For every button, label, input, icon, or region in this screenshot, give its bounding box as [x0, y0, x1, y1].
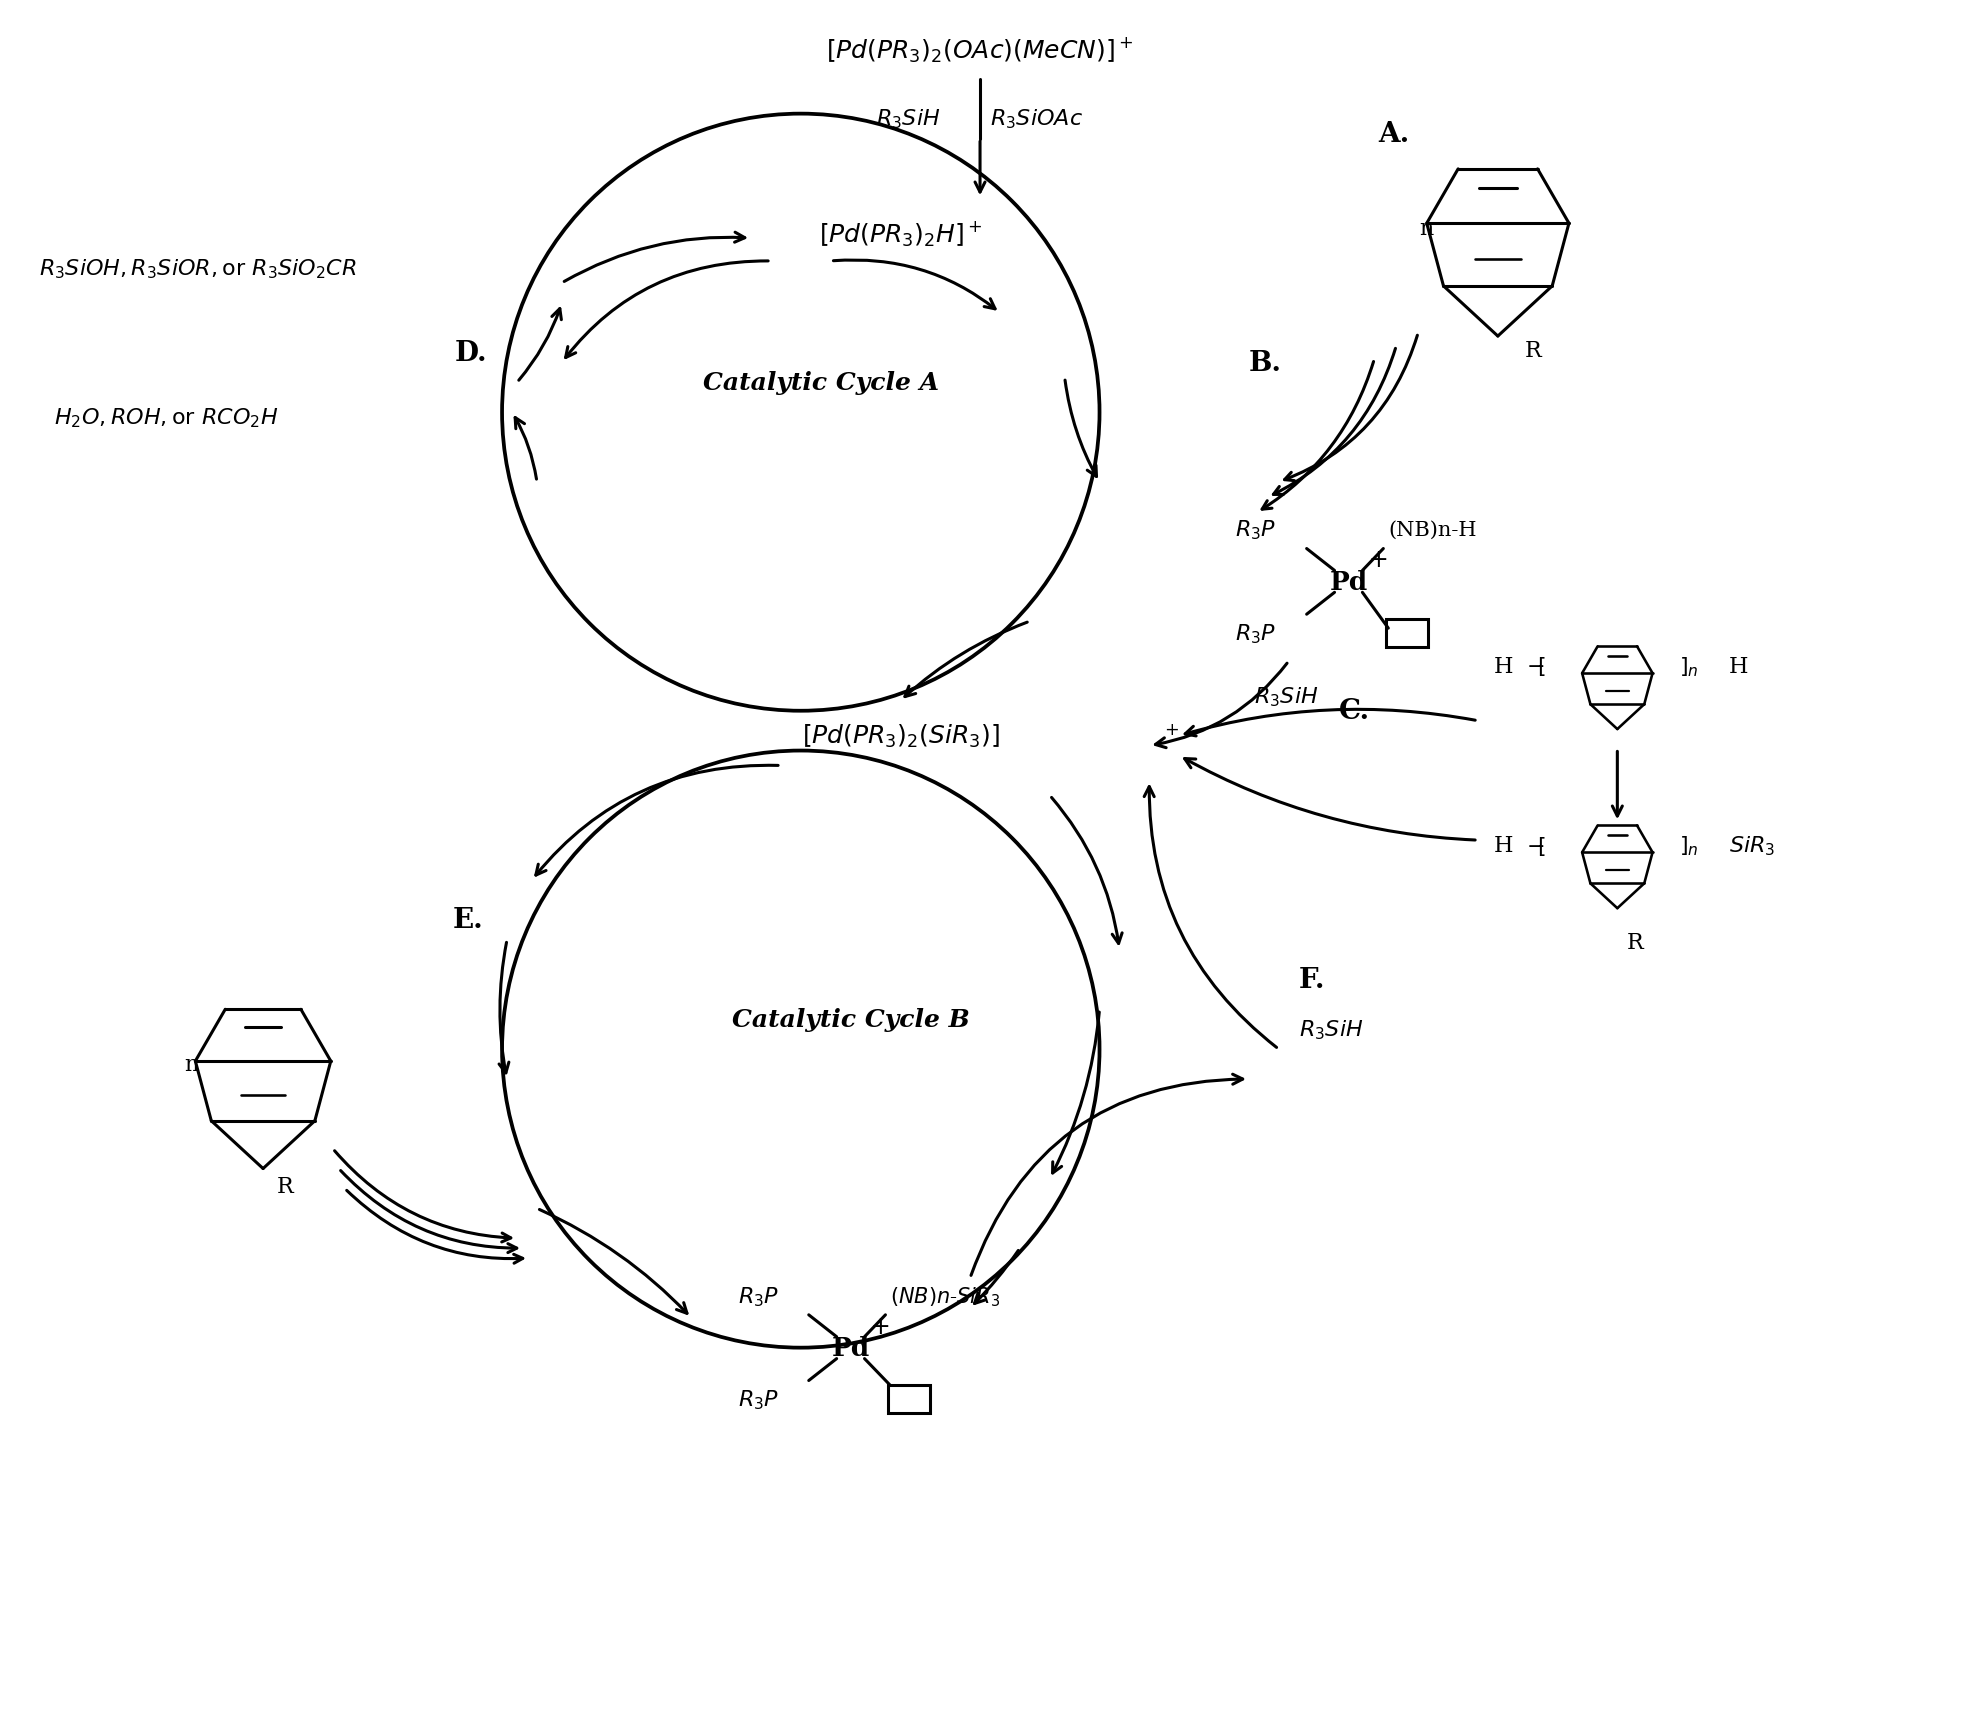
Text: $[Pd(PR_3)_2H]^+$: $[Pd(PR_3)_2H]^+$	[818, 220, 983, 249]
Text: H: H	[1493, 834, 1512, 856]
Text: Pd: Pd	[1329, 569, 1368, 595]
Text: Catalytic Cycle B: Catalytic Cycle B	[731, 1007, 969, 1031]
Text: H: H	[1728, 656, 1748, 678]
Text: $R_3SiH$: $R_3SiH$	[1299, 1017, 1362, 1041]
Text: $R_3P$: $R_3P$	[737, 1284, 779, 1308]
Text: $R_3SiOH, R_3SiOR, \mathrm{or}\ R_3SiO_2CR$: $R_3SiOH, R_3SiOR, \mathrm{or}\ R_3SiO_2…	[40, 258, 356, 280]
Text: (NB)n-H: (NB)n-H	[1388, 521, 1477, 540]
Text: n: n	[1419, 218, 1433, 240]
Text: R: R	[1627, 931, 1643, 953]
Text: $-\!\![$: $-\!\![$	[1526, 656, 1546, 678]
Text: +: +	[1368, 548, 1388, 573]
Text: D.: D.	[455, 339, 486, 367]
Text: $R_3SiH$: $R_3SiH$	[876, 107, 941, 131]
Bar	[888, 1386, 931, 1413]
Text: B.: B.	[1249, 349, 1281, 377]
Text: F.: F.	[1299, 967, 1325, 993]
Text: A.: A.	[1378, 121, 1410, 149]
Text: C.: C.	[1338, 697, 1370, 725]
Text: H: H	[1493, 656, 1512, 678]
Text: Catalytic Cycle A: Catalytic Cycle A	[702, 372, 939, 394]
Text: +: +	[870, 1315, 890, 1337]
Text: $]_n$: $]_n$	[1678, 834, 1698, 858]
Text: E.: E.	[453, 907, 482, 934]
Text: $(NB)n$-$SiR_3$: $(NB)n$-$SiR_3$	[890, 1284, 1000, 1308]
Bar	[1386, 619, 1427, 647]
Text: Pd: Pd	[832, 1336, 870, 1360]
Text: $-\!\![$: $-\!\![$	[1526, 834, 1546, 856]
Text: $^+$: $^+$	[1160, 725, 1180, 747]
Text: $R_3P$: $R_3P$	[737, 1387, 779, 1412]
Text: n: n	[184, 1054, 198, 1076]
Text: $]_n$: $]_n$	[1678, 654, 1698, 678]
Text: $[Pd(PR_3)_2(SiR_3)]$: $[Pd(PR_3)_2(SiR_3)]$	[801, 723, 998, 749]
Text: $R_3P$: $R_3P$	[1236, 519, 1277, 541]
Text: $R_3SiH$: $R_3SiH$	[1253, 685, 1319, 708]
Text: $H_2O, ROH, \mathrm{or}\ RCO_2H$: $H_2O, ROH, \mathrm{or}\ RCO_2H$	[53, 407, 279, 429]
Text: $[Pd(PR_3)_2(OAc)(MeCN)]^+$: $[Pd(PR_3)_2(OAc)(MeCN)]^+$	[826, 35, 1133, 64]
Text: $SiR_3$: $SiR_3$	[1728, 834, 1775, 858]
Text: R: R	[1524, 341, 1540, 362]
Text: R: R	[277, 1176, 293, 1197]
Text: $R_3SiOAc$: $R_3SiOAc$	[990, 107, 1083, 131]
Text: $R_3P$: $R_3P$	[1236, 623, 1277, 645]
